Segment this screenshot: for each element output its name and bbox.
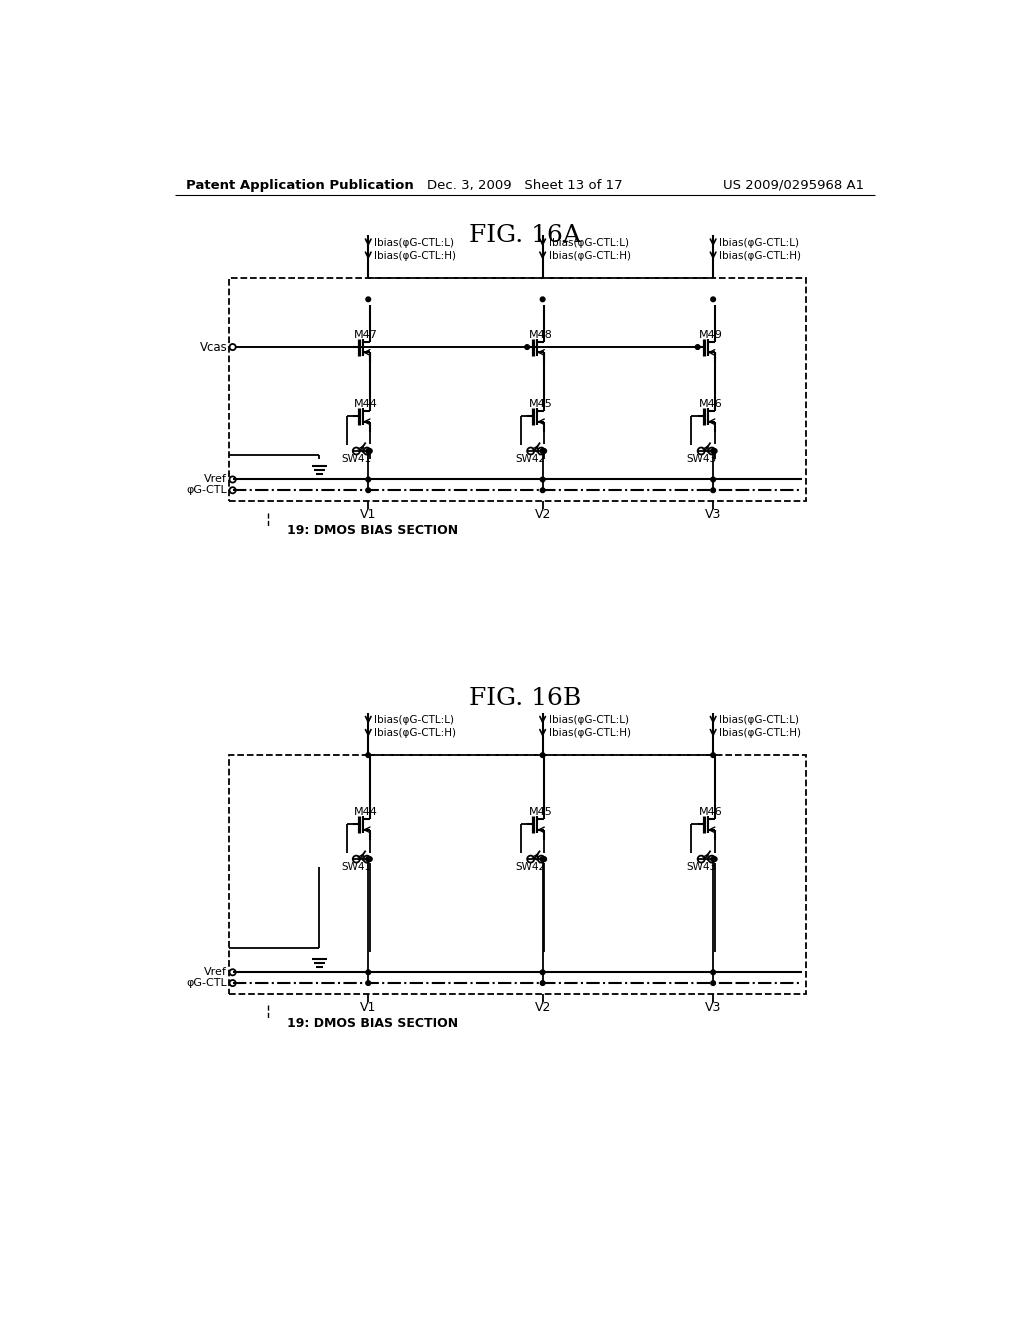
Text: M44: M44: [354, 399, 378, 409]
Text: SW42: SW42: [516, 862, 546, 871]
Text: M46: M46: [699, 399, 723, 409]
Circle shape: [541, 449, 545, 453]
Bar: [228, 755, 806, 994]
Text: FIG. 16B: FIG. 16B: [469, 688, 581, 710]
Circle shape: [542, 857, 547, 862]
Text: M45: M45: [528, 399, 552, 409]
Text: Ibias(φG-CTL:L): Ibias(φG-CTL:L): [375, 238, 455, 248]
Circle shape: [695, 345, 700, 350]
Text: Ibias(φG-CTL:H): Ibias(φG-CTL:H): [375, 729, 457, 738]
Circle shape: [711, 981, 716, 986]
Text: US 2009/0295968 A1: US 2009/0295968 A1: [723, 178, 864, 191]
Circle shape: [711, 478, 716, 482]
Text: SW42: SW42: [516, 454, 546, 463]
Text: φG-CTL: φG-CTL: [186, 978, 227, 989]
Text: Vref: Vref: [205, 474, 227, 484]
Text: Dec. 3, 2009   Sheet 13 of 17: Dec. 3, 2009 Sheet 13 of 17: [427, 178, 623, 191]
Circle shape: [366, 970, 371, 974]
Circle shape: [711, 488, 716, 492]
Circle shape: [711, 297, 716, 302]
Text: Ibias(φG-CTL:H): Ibias(φG-CTL:H): [375, 251, 457, 261]
Text: Ibias(φG-CTL:L): Ibias(φG-CTL:L): [375, 715, 455, 725]
Text: V3: V3: [705, 508, 721, 521]
Text: Ibias(φG-CTL:L): Ibias(φG-CTL:L): [719, 715, 800, 725]
Circle shape: [366, 488, 371, 492]
Circle shape: [524, 345, 529, 350]
Bar: [228, 277, 806, 502]
Text: Ibias(φG-CTL:L): Ibias(φG-CTL:L): [549, 715, 629, 725]
Text: V3: V3: [705, 1001, 721, 1014]
Text: M49: M49: [699, 330, 723, 339]
Circle shape: [541, 478, 545, 482]
Circle shape: [366, 857, 371, 862]
Text: FIG. 16A: FIG. 16A: [469, 224, 581, 247]
Circle shape: [541, 488, 545, 492]
Circle shape: [711, 449, 716, 453]
Text: Ibias(φG-CTL:H): Ibias(φG-CTL:H): [549, 251, 631, 261]
Text: Ibias(φG-CTL:L): Ibias(φG-CTL:L): [549, 238, 629, 248]
Text: SW43: SW43: [686, 454, 716, 463]
Circle shape: [711, 752, 716, 758]
Circle shape: [366, 478, 371, 482]
Text: M47: M47: [354, 330, 378, 339]
Text: φG-CTL: φG-CTL: [186, 486, 227, 495]
Text: 19: DMOS BIAS SECTION: 19: DMOS BIAS SECTION: [287, 524, 458, 537]
Text: V2: V2: [535, 508, 551, 521]
Text: M45: M45: [528, 808, 552, 817]
Circle shape: [713, 857, 717, 862]
Text: M46: M46: [699, 808, 723, 817]
Circle shape: [366, 981, 371, 986]
Circle shape: [368, 857, 372, 862]
Circle shape: [542, 449, 547, 453]
Text: SW41: SW41: [341, 862, 372, 871]
Circle shape: [541, 981, 545, 986]
Text: V1: V1: [360, 1001, 377, 1014]
Circle shape: [711, 970, 716, 974]
Circle shape: [366, 297, 371, 302]
Text: SW43: SW43: [686, 862, 716, 871]
Text: M44: M44: [354, 808, 378, 817]
Text: Vref: Vref: [205, 968, 227, 977]
Text: Ibias(φG-CTL:H): Ibias(φG-CTL:H): [719, 251, 802, 261]
Text: V1: V1: [360, 508, 377, 521]
Circle shape: [366, 752, 371, 758]
Text: SW41: SW41: [341, 454, 372, 463]
Circle shape: [713, 449, 717, 453]
Circle shape: [541, 857, 545, 862]
Circle shape: [368, 449, 372, 453]
Circle shape: [541, 970, 545, 974]
Circle shape: [541, 752, 545, 758]
Text: Patent Application Publication: Patent Application Publication: [186, 178, 414, 191]
Text: 19: DMOS BIAS SECTION: 19: DMOS BIAS SECTION: [287, 1016, 458, 1030]
Text: M48: M48: [528, 330, 553, 339]
Text: Vcas: Vcas: [200, 341, 227, 354]
Circle shape: [366, 449, 371, 453]
Circle shape: [711, 857, 716, 862]
Text: V2: V2: [535, 1001, 551, 1014]
Circle shape: [541, 297, 545, 302]
Text: Ibias(φG-CTL:L): Ibias(φG-CTL:L): [719, 238, 800, 248]
Text: Ibias(φG-CTL:H): Ibias(φG-CTL:H): [719, 729, 802, 738]
Text: Ibias(φG-CTL:H): Ibias(φG-CTL:H): [549, 729, 631, 738]
